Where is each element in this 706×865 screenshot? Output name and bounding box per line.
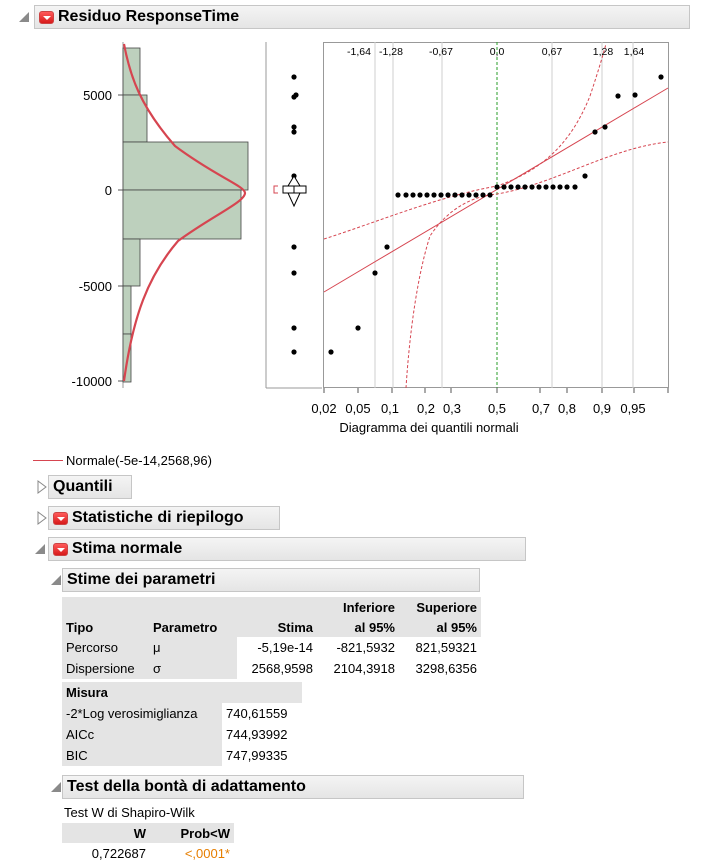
quantile-tick-label: -1,28: [379, 46, 403, 58]
normal-fit-line: [323, 87, 669, 293]
gof-table: W Prob<W 0,722687 <,0001*: [62, 823, 234, 864]
section-title: Stima normale: [72, 540, 183, 557]
histogram-bar[interactable]: [122, 285, 132, 335]
outlier-box-plot: [273, 74, 307, 355]
col-header-prob: Prob<W: [150, 823, 234, 843]
disclosure-open-icon[interactable]: [18, 11, 30, 23]
prob-tick-label: 0,5: [488, 401, 506, 416]
table-row: -2*Log verosimiglianza 740,61559: [62, 703, 302, 724]
prob-tick-label: 0,2: [417, 401, 435, 416]
red-triangle-menu-icon[interactable]: [53, 511, 68, 525]
section-title: Test della bontà di adattamento: [67, 778, 306, 795]
col-header-inferiore-1: Inferiore: [317, 597, 399, 617]
col-header-inferiore-2: al 95%: [317, 617, 399, 637]
prob-tick-label: 0,1: [381, 401, 399, 416]
distribution-plot: 5000 0 -5000 -10000: [72, 42, 669, 435]
col-header-w: W: [62, 823, 150, 843]
section-statistiche[interactable]: Statistiche di riepilogo: [48, 506, 280, 530]
section-test-bonta[interactable]: Test della bontà di adattamento: [62, 775, 524, 799]
report-title: Residuo ResponseTime: [58, 8, 240, 25]
normal-quantile-plot: -1,64 -1,28 -0,67 0,0 0,67 1,28 1,64: [311, 42, 669, 435]
normal-density-curve: [122, 43, 247, 382]
prob-tick-label: 0,3: [443, 401, 461, 416]
prob-tick-label: 0,05: [345, 401, 370, 416]
section-stima-normale[interactable]: Stima normale: [48, 537, 526, 561]
prob-value: <,0001*: [184, 846, 230, 861]
table-row: AICc 744,93992: [62, 724, 302, 745]
disclosure-open-icon[interactable]: [50, 574, 62, 586]
histogram: [122, 47, 249, 383]
y-tick-label: 5000: [83, 88, 112, 103]
measures-table: Misura -2*Log verosimiglianza 740,61559 …: [62, 682, 302, 766]
table-row: BIC 747,99335: [62, 745, 302, 766]
table-row: Percorso μ -5,19e-14 -821,5932 821,59321: [62, 637, 481, 658]
col-header-parametro: Parametro: [149, 617, 237, 637]
quantile-tick-label: -1,64: [347, 46, 371, 58]
table-row: 0,722687 <,0001*: [62, 843, 234, 864]
section-title: Stime dei parametri: [67, 571, 216, 588]
disclosure-open-icon[interactable]: [50, 781, 62, 793]
disclosure-closed-icon[interactable]: [37, 511, 47, 525]
histogram-bar[interactable]: [122, 238, 141, 287]
col-header-superiore-2: al 95%: [399, 617, 481, 637]
histogram-bar[interactable]: [122, 141, 249, 191]
quantile-tick-label: 0,67: [542, 46, 563, 58]
prob-tick-label: 0,8: [558, 401, 576, 416]
section-title: Statistiche di riepilogo: [72, 509, 244, 526]
red-triangle-menu-icon[interactable]: [53, 542, 68, 556]
prob-tick-label: 0,9: [593, 401, 611, 416]
section-title: Quantili: [53, 478, 113, 495]
col-header-superiore-1: Superiore: [399, 597, 481, 617]
prob-tick-label: 0,95: [620, 401, 645, 416]
confidence-band-lower: [405, 141, 669, 389]
disclosure-closed-icon[interactable]: [37, 480, 47, 494]
disclosure-open-icon[interactable]: [34, 543, 46, 555]
quantile-tick-label: 1,28: [593, 46, 614, 58]
table-row: Dispersione σ 2568,9598 2104,3918 3298,6…: [62, 658, 481, 679]
report-header: Residuo ResponseTime: [34, 5, 690, 29]
quantile-tick-label: -0,67: [429, 46, 453, 58]
quantile-points: [328, 74, 664, 355]
section-quantili[interactable]: Quantili: [48, 475, 132, 499]
section-stime-parametri[interactable]: Stime dei parametri: [62, 568, 480, 592]
prob-tick-label: 0,7: [532, 401, 550, 416]
x-axis-label: Diagramma dei quantili normali: [339, 420, 518, 435]
y-tick-label: -10000: [72, 374, 112, 389]
red-triangle-menu-icon[interactable]: [39, 10, 54, 24]
legend-label: Normale(-5e-14,2568,96): [66, 453, 212, 468]
y-tick-label: 0: [105, 183, 112, 198]
prob-tick-label: 0,02: [311, 401, 336, 416]
y-tick-label: -5000: [79, 279, 112, 294]
shapiro-wilk-label: Test W di Shapiro-Wilk: [64, 805, 195, 820]
quantile-tick-label: 0,0: [490, 46, 505, 58]
confidence-band-upper: [323, 43, 607, 240]
legend: Normale(-5e-14,2568,96): [33, 453, 212, 468]
col-header-stima: Stima: [237, 617, 317, 637]
w-value: 0,722687: [91, 846, 146, 861]
histogram-bar[interactable]: [122, 189, 242, 240]
col-header-tipo: Tipo: [62, 617, 149, 637]
parameter-estimates-table: Inferiore Superiore Tipo Parametro Stima…: [62, 597, 481, 679]
quantile-tick-label: 1,64: [624, 46, 645, 58]
legend-line-icon: [33, 460, 63, 461]
y-axis: 5000 0 -5000 -10000: [72, 88, 123, 389]
col-header-misura: Misura: [62, 682, 222, 703]
